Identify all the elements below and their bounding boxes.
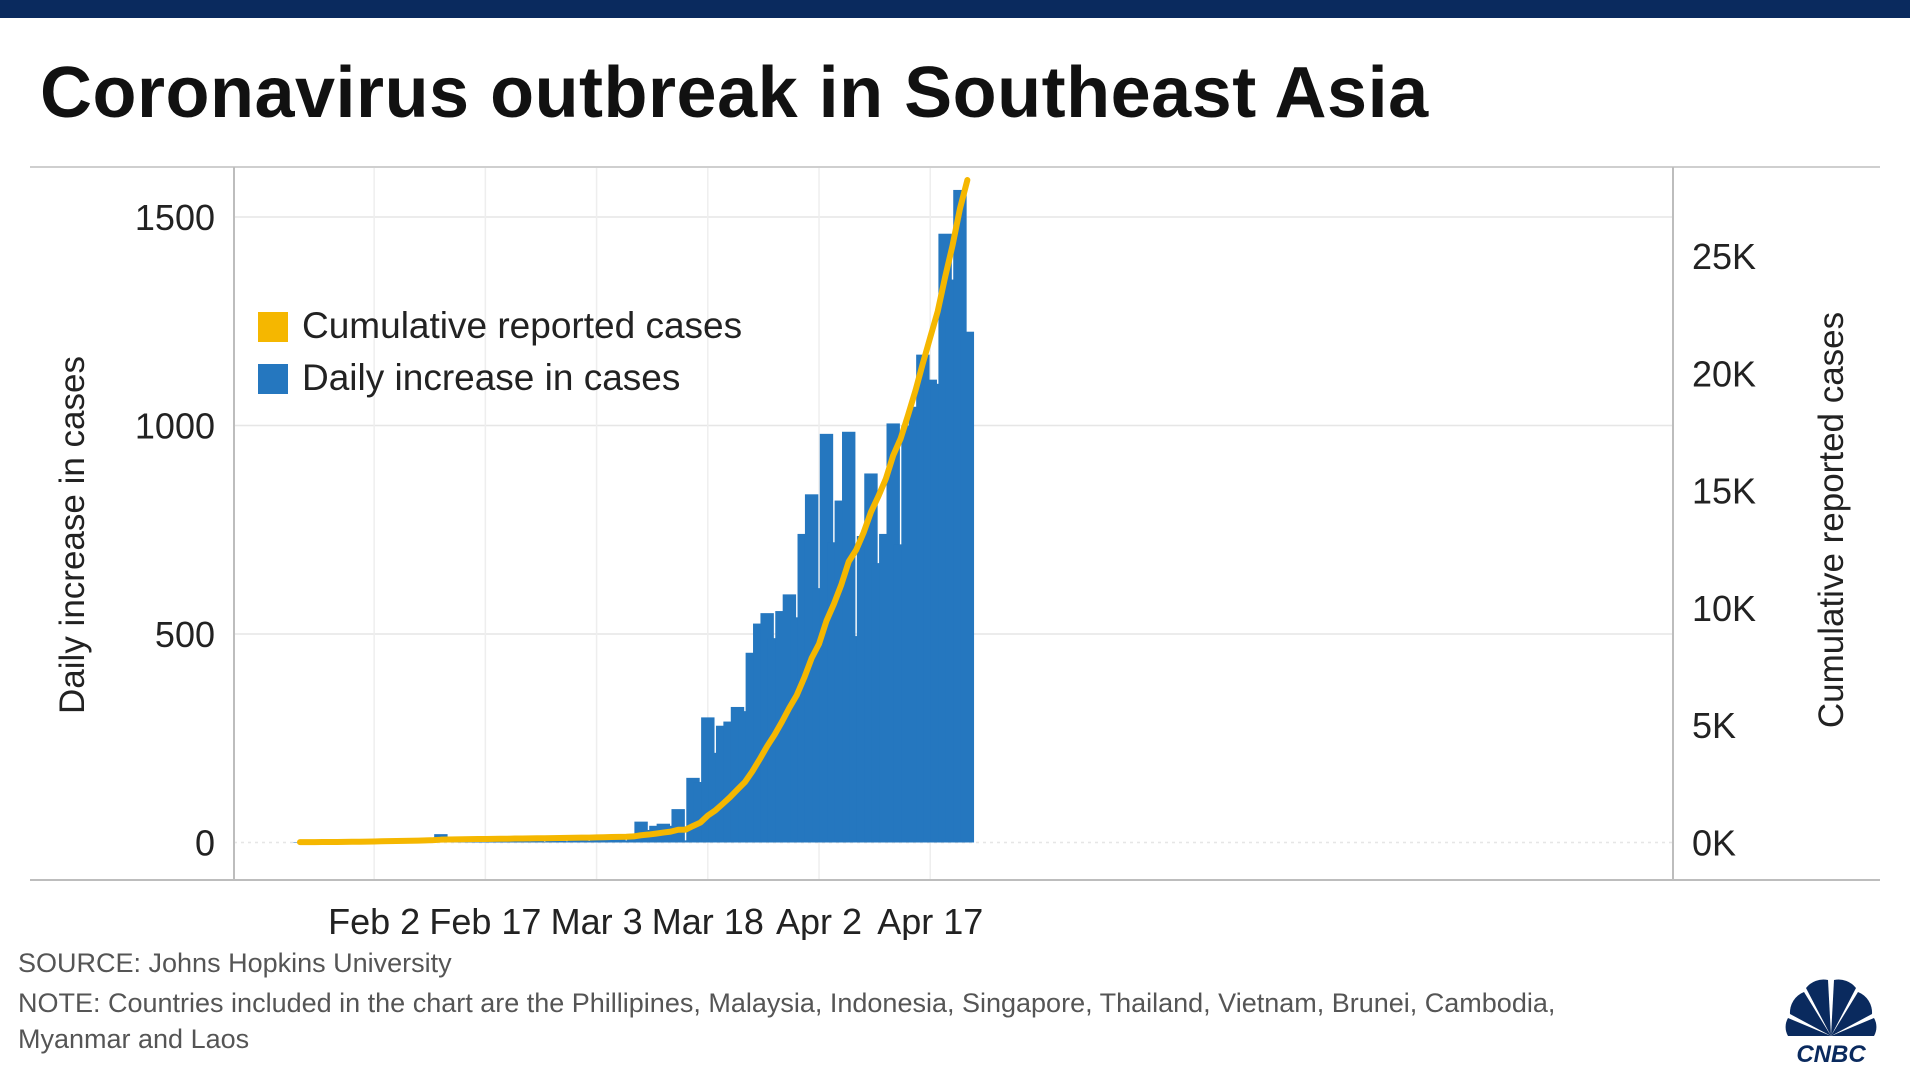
legend-label-daily: Daily increase in cases: [302, 357, 680, 398]
source-note: SOURCE: Johns Hopkins University: [18, 948, 452, 978]
left-tick-label: 0: [195, 822, 215, 863]
right-tick-labels: 0K 5K 10K 15K 20K 25K: [1692, 236, 1756, 863]
bar: [671, 809, 685, 843]
right-tick-label: 0K: [1692, 822, 1736, 863]
x-tick-label: Feb 17: [429, 901, 541, 940]
x-tick-label: Apr 2: [776, 901, 862, 940]
bar: [960, 331, 975, 843]
bar: [523, 841, 537, 843]
bar: [552, 840, 567, 843]
bar: [530, 840, 544, 843]
right-tick-label: 5K: [1692, 705, 1736, 746]
brand-top-bar: [0, 0, 1910, 18]
daily-bars: [293, 189, 975, 843]
x-tick-label: Mar 3: [551, 901, 643, 940]
left-tick-labels: 0 500 1000 1500: [135, 197, 215, 863]
x-tick-label: Apr 17: [877, 901, 983, 940]
bar: [612, 838, 626, 843]
bar: [560, 841, 574, 843]
cumulative-line: [297, 177, 971, 846]
right-tick-label: 15K: [1692, 471, 1756, 512]
bar: [604, 839, 619, 843]
bar: [589, 839, 604, 843]
bar: [537, 841, 552, 843]
legend-swatch-cumulative: [258, 312, 288, 342]
left-axis-label: Daily increase in cases: [53, 356, 92, 714]
bar: [597, 839, 611, 843]
chart-title: Coronavirus outbreak in Southeast Asia: [40, 53, 1429, 133]
bar: [567, 840, 582, 843]
bar: [545, 839, 559, 843]
countries-note-continued: Myanmar and Laos: [18, 1024, 250, 1054]
bar: [619, 840, 633, 843]
legend-swatch-daily: [258, 364, 288, 394]
logo-wordmark: CNBC: [1796, 1041, 1866, 1066]
x-tick-label: Mar 18: [652, 901, 764, 940]
right-tick-label: 20K: [1692, 353, 1756, 394]
chart: 0 500 1000 1500 0K 5K 10K 15K 20K 25K Feb 2 Feb 1…: [30, 166, 1880, 940]
left-tick-label: 1500: [135, 197, 215, 238]
x-tick-labels: Feb 2 Feb 17 Mar 3 Mar 18 Apr 2 Apr 17: [328, 901, 983, 940]
legend: Cumulative reported cases Daily increase…: [258, 305, 742, 398]
right-tick-label: 10K: [1692, 588, 1756, 629]
legend-label-cumulative: Cumulative reported cases: [302, 305, 742, 346]
bar: [575, 839, 589, 843]
right-axis-label: Cumulative reported cases: [1812, 312, 1851, 728]
left-tick-label: 500: [155, 614, 215, 655]
bar: [582, 840, 596, 843]
right-tick-label: 25K: [1692, 236, 1756, 277]
nbc-peacock-icon: [1785, 979, 1877, 1036]
bar: [515, 840, 530, 843]
bar: [478, 841, 493, 843]
left-tick-label: 1000: [135, 406, 215, 447]
cnbc-logo: CNBC: [1785, 979, 1877, 1066]
countries-note: NOTE: Countries included in the chart ar…: [18, 988, 1556, 1018]
bar: [626, 837, 641, 843]
x-tick-label: Feb 2: [328, 901, 420, 940]
bar: [678, 840, 693, 843]
